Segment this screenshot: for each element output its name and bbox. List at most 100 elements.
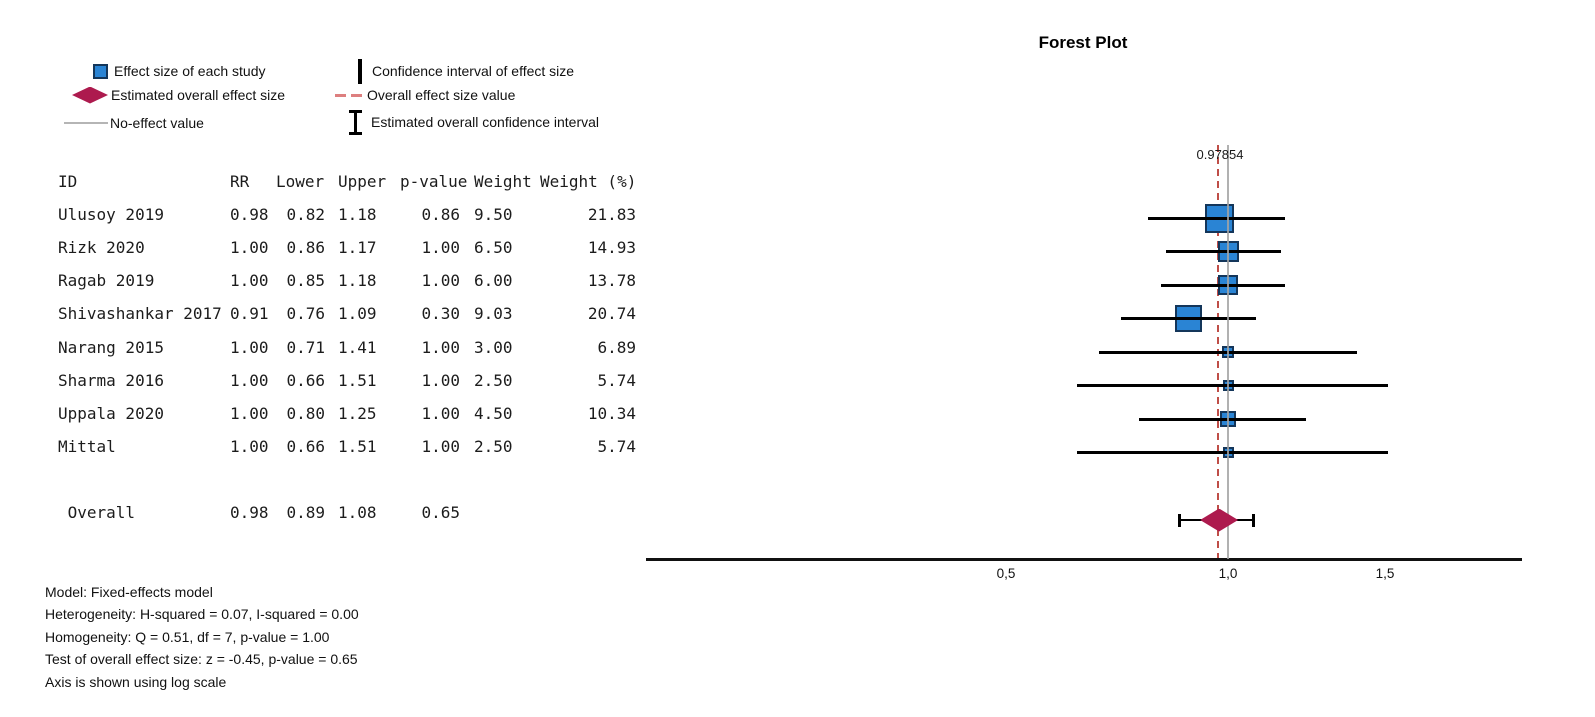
table-cell — [540, 503, 636, 523]
table-cell: 1.00 — [230, 437, 269, 457]
table-cell: 5.74 — [597, 437, 636, 457]
table-cell: Weight (%) — [540, 172, 637, 191]
table-cell: p-value — [400, 172, 468, 191]
table-cell: RR — [230, 172, 250, 191]
table-row: Ulusoy 2019 0.98 0.82 1.18 0.86 9.50 21.83 — [58, 205, 636, 225]
table-cell: 0.98 — [230, 205, 269, 224]
table-cell: 0.82 — [286, 205, 325, 224]
table-cell: 1.18 — [338, 271, 377, 291]
table-row: Ragab 2019 1.00 0.85 1.18 1.00 6.00 13.78 — [58, 271, 636, 291]
table-cell: Weight — [474, 172, 532, 191]
table-cell: 0.71 — [286, 337, 325, 357]
no-effect-line — [1227, 145, 1229, 559]
table-row: Uppala 2020 1.00 0.80 1.25 1.00 4.50 10.34 — [58, 404, 636, 424]
table-cell: 2.50 — [474, 370, 513, 390]
table-cell: ID — [58, 172, 78, 191]
no-effect-line-icon — [62, 122, 110, 124]
table-cell: 0.86 — [421, 205, 460, 224]
table-cell: 6.00 — [474, 271, 513, 291]
table-cell: 20.74 — [587, 304, 636, 324]
table-cell: Uppala 2020 — [58, 403, 164, 423]
table-cell: 14.93 — [587, 238, 636, 258]
table-cell: 1.09 — [338, 304, 377, 324]
table-cell: 0.85 — [286, 271, 325, 291]
ci-line — [1165, 250, 1282, 253]
ci-line — [1161, 283, 1285, 287]
legend-item-overall-effect-line: Overall effect size value — [330, 85, 515, 105]
table-cell: Narang 2015 — [58, 337, 164, 357]
table-cell: 0.76 — [286, 304, 325, 324]
table-cell: 13.78 — [587, 271, 636, 291]
table-cell: Lower — [276, 172, 325, 191]
table-cell: Mittal — [58, 437, 116, 457]
table-cell: 1.00 — [421, 370, 460, 390]
table-cell: 1.41 — [338, 337, 377, 357]
note-line: Heterogeneity: H-squared = 0.07, I-squar… — [45, 606, 359, 623]
table-cell: 1.00 — [230, 271, 269, 291]
legend-label: Confidence interval of effect size — [372, 63, 575, 79]
legend-label: Estimated overall confidence interval — [371, 114, 600, 130]
table-cell: 1.00 — [421, 437, 460, 457]
table-cell: 1.00 — [230, 238, 269, 258]
legend-item-overall-ci: Estimated overall confidence interval — [334, 109, 600, 135]
table-cell: 1.51 — [338, 370, 377, 390]
table-cell: 1.08 — [338, 503, 377, 522]
tick-label: 1,5 — [1375, 566, 1395, 581]
table-header-row: ID RR Lower Upper p-value Weight Weight (%) — [58, 172, 636, 192]
table-cell: 1.00 — [230, 337, 269, 357]
table-cell: 0.98 — [230, 503, 269, 522]
table-cell: 5.74 — [597, 370, 636, 390]
table-cell: 1.00 — [230, 370, 269, 390]
table-cell: 0.65 — [421, 503, 460, 522]
table-cell: 3.00 — [474, 337, 513, 357]
ci-line — [1121, 317, 1257, 320]
table-cell: Shivashankar 2017 — [58, 304, 222, 324]
table-cell: 6.50 — [474, 238, 513, 258]
table-cell: 4.50 — [474, 403, 513, 423]
table-cell: Sharma 2016 — [58, 370, 164, 390]
dashed-line-icon — [330, 93, 367, 97]
table-cell: 1.18 — [338, 205, 377, 224]
ci-line — [1139, 417, 1307, 421]
table-cell: 9.50 — [474, 205, 513, 224]
table-cell: 1.00 — [421, 403, 460, 423]
table-cell: 0.86 — [286, 238, 325, 258]
plot-title: Forest Plot — [1038, 33, 1128, 52]
table-cell: Upper — [338, 172, 387, 191]
table-cell: Rizk 2020 — [58, 238, 145, 258]
table-cell: 6.89 — [597, 337, 636, 357]
ci-bar-icon — [334, 58, 372, 84]
table-cell: 2.50 — [474, 437, 513, 457]
table-row: Sharma 2016 1.00 0.66 1.51 1.00 2.50 5.74 — [58, 371, 636, 391]
table-cell: 9.03 — [474, 304, 513, 324]
tick-label: 0,5 — [996, 566, 1016, 581]
table-cell: Ulusoy 2019 — [58, 205, 164, 224]
table-cell: 1.00 — [421, 337, 460, 357]
overall-effect-value-label: 0.97854 — [1196, 147, 1244, 162]
effect-square-icon — [62, 63, 114, 79]
legend-label: Estimated overall effect size — [111, 87, 286, 103]
table-cell: 1.00 — [230, 403, 269, 423]
ci-line — [1148, 216, 1285, 220]
table-cell: Ragab 2019 — [58, 271, 155, 291]
table-cell: 10.34 — [587, 403, 636, 423]
note-line: Homogeneity: Q = 0.51, df = 7, p-value =… — [45, 628, 330, 645]
model-notes: Model: Fixed-effects model Heterogeneity:… — [45, 581, 359, 693]
table-cell: 0.66 — [286, 370, 325, 390]
table-row: Rizk 2020 1.00 0.86 1.17 1.00 6.50 14.93 — [58, 238, 636, 258]
overall-ci-cap-left — [1178, 513, 1181, 527]
table-cell: 0.89 — [286, 503, 325, 522]
table-cell: 1.51 — [338, 437, 377, 457]
table-row: Shivashankar 2017 0.91 0.76 1.09 0.30 9.03 20.… — [58, 304, 636, 324]
legend-item-no-effect: No-effect value — [62, 113, 204, 133]
table-cell: 21.83 — [587, 205, 636, 224]
legend-item-overall-effect: Estimated overall effect size — [62, 85, 285, 105]
table-overall-row: Overall 0.98 0.89 1.08 0.65 — [58, 503, 636, 523]
note-line: Test of overall effect size: z = -0.45, … — [45, 651, 358, 668]
table-cell: Overall — [58, 503, 136, 522]
table-cell: 1.00 — [421, 271, 460, 291]
table-cell: 1.17 — [338, 238, 377, 258]
ci-line — [1077, 384, 1389, 387]
table-row: Narang 2015 1.00 0.71 1.41 1.00 3.00 6.89 — [58, 338, 636, 358]
